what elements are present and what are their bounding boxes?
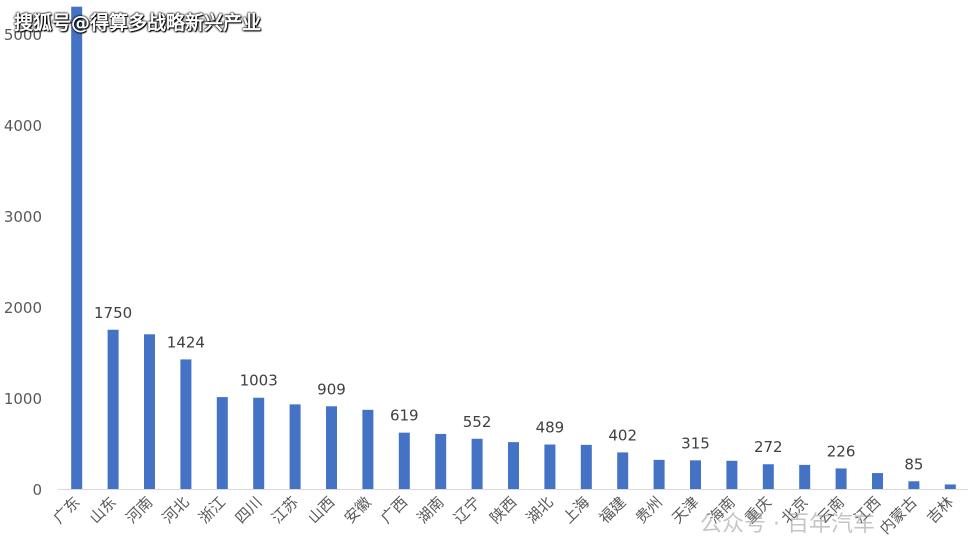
bar-云南 [835, 468, 847, 489]
bar-江苏 [289, 404, 301, 489]
bar-广东 [71, 6, 83, 489]
y-tick-label: 5000 [4, 26, 42, 44]
data-label: 315 [681, 434, 710, 452]
bar-山东 [107, 329, 119, 489]
bar-河北 [180, 359, 192, 489]
bar-江西 [872, 473, 883, 489]
x-tick-label: 广东 [50, 493, 84, 527]
x-tick-label: 辽宁 [450, 493, 484, 527]
bar-海南 [726, 460, 738, 489]
data-label: 226 [827, 442, 856, 460]
y-tick-label: 4000 [4, 117, 42, 135]
bar-内蒙古 [908, 481, 920, 489]
x-tick-label: 内蒙古 [876, 493, 921, 538]
bar-安徽 [362, 409, 374, 489]
data-label: 552 [463, 413, 492, 431]
x-tick-label: 贵州 [632, 493, 666, 527]
bar-河南 [144, 334, 155, 489]
data-labels: 1750 1424 1003 909 619 552 489 402 315 272 226 85 [94, 304, 923, 474]
bar-上海 [580, 444, 592, 489]
data-label: 85 [904, 455, 923, 473]
bar-重庆 [762, 464, 774, 489]
x-tick-label: 天津 [668, 493, 702, 527]
x-tick-label: 山西 [304, 493, 338, 527]
data-label: 1750 [94, 304, 132, 322]
bar-湖南 [435, 433, 447, 489]
x-tick-label: 广西 [377, 493, 411, 527]
bars [71, 6, 956, 489]
y-axis: 0 1000 2000 3000 4000 5000 [4, 26, 42, 499]
footer-watermark: 公众号 · 百年汽车 [700, 512, 875, 537]
bar-陕西 [508, 442, 519, 489]
x-tick-label: 福建 [596, 493, 630, 527]
x-tick-label: 安徽 [341, 493, 375, 527]
y-tick-label: 3000 [4, 208, 42, 226]
x-tick-label: 上海 [559, 493, 593, 527]
y-tick-label: 0 [32, 481, 42, 499]
bar-浙江 [216, 397, 228, 489]
watermark: 搜狐号@得算多战略新兴产业 [14, 12, 262, 34]
bar-湖北 [544, 444, 556, 489]
y-tick-label: 1000 [4, 390, 42, 408]
data-label: 272 [754, 438, 783, 456]
x-tick-label: 湖南 [414, 493, 448, 527]
x-tick-label: 山东 [86, 493, 120, 527]
x-tick-label: 四川 [232, 493, 266, 527]
x-tick-label: 江苏 [268, 493, 302, 527]
bar-山西 [326, 406, 337, 489]
bar-吉林 [944, 484, 956, 489]
bar-天津 [690, 460, 701, 489]
data-label: 1003 [240, 372, 278, 390]
x-tick-label: 陕西 [486, 493, 520, 527]
data-label: 489 [536, 419, 565, 437]
y-tick-label: 2000 [4, 299, 42, 317]
x-tick-label: 湖北 [523, 493, 557, 527]
data-label: 909 [317, 380, 346, 398]
data-label: 1424 [167, 333, 205, 351]
x-tick-label: 河南 [122, 493, 156, 527]
bar-广西 [398, 432, 410, 489]
bar-福建 [617, 452, 629, 489]
bar-北京 [799, 464, 811, 489]
data-label: 619 [390, 407, 419, 425]
x-tick-label: 吉林 [923, 493, 957, 527]
bar-辽宁 [471, 438, 483, 489]
x-tick-label: 浙江 [195, 493, 229, 527]
x-tick-label: 河北 [159, 493, 193, 527]
data-label: 402 [608, 426, 637, 444]
bar-四川 [253, 397, 265, 489]
bar-贵州 [653, 459, 665, 489]
